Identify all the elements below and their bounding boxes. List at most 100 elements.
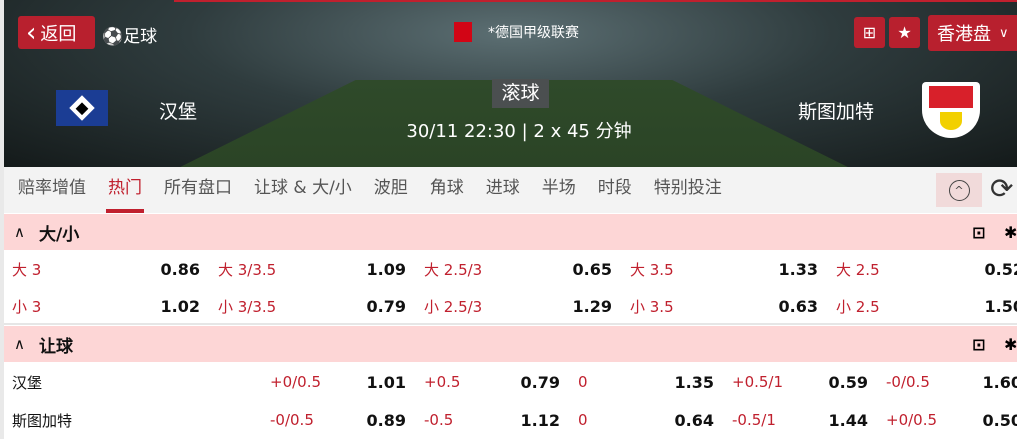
bundesliga-logo-icon [454, 22, 472, 42]
odds-cell[interactable]: 大 3 0.86 [4, 251, 208, 287]
match-time: 30/11 22:30 | 2 x 45 分钟 [406, 121, 632, 142]
top-accent-line [174, 0, 1017, 2]
cashout-icon[interactable]: ⊡ [972, 334, 986, 354]
collapse-all-button[interactable]: ^ [936, 173, 982, 207]
line-label: 大 3/3.5 [218, 260, 277, 279]
chevron-up-icon: ∧ [14, 335, 25, 353]
odds-cell[interactable]: 大 3.5 1.33 [622, 251, 826, 287]
soccer-ball-icon: ⚽ [102, 27, 124, 47]
odds-cell[interactable]: +0.5 0.79 [416, 364, 568, 400]
odds-value: 0.89 [366, 410, 406, 430]
pitch-view-button[interactable]: ⊞ [854, 17, 885, 48]
market-tabs: 赔率增值 热门 所有盘口 让球 & 大/小 波胆 角球 进球 半场 时段 特别投注 [4, 167, 1017, 213]
line-label: -0.5 [424, 411, 454, 429]
home-team-name: 汉堡 [159, 101, 198, 123]
cashout-icon[interactable]: ⊡ [972, 222, 986, 242]
line-label: 小 2.5/3 [424, 297, 483, 316]
odds-cell[interactable]: 大 2.5 0.52 [828, 251, 1017, 287]
odds-cell[interactable]: -0/0.5 0.89 [262, 402, 414, 438]
line-label: -0/0.5 [270, 411, 314, 429]
team-name: 斯图加特 [4, 402, 260, 438]
line-label: +0.5/1 [732, 373, 784, 391]
table-row: 斯图加特 -0/0.5 0.89 -0.5 1.12 0 0.64 -0.5/1 1.44 +0/… [4, 402, 1017, 438]
tab-7[interactable]: 半场 [541, 178, 576, 198]
odds-value: 0.64 [674, 410, 714, 430]
away-team-crest [922, 82, 980, 138]
odds-value: 0.65 [572, 259, 612, 279]
pin-icon[interactable]: ✱ [1004, 334, 1017, 354]
sport-link[interactable]: ⚽足球 [102, 22, 157, 47]
odds-cell[interactable]: 大 2.5/3 0.65 [416, 251, 620, 287]
odds-value: 0.86 [160, 259, 200, 279]
tab-9[interactable]: 特别投注 [653, 178, 722, 198]
chevron-left-icon: ‹ [26, 17, 37, 48]
section-title: 让球 [38, 336, 73, 357]
league-name: *德国甲级联赛 [488, 25, 579, 41]
favorite-button[interactable]: ★ [889, 17, 920, 48]
odds-cell[interactable]: 小 3/3.5 0.79 [210, 288, 414, 324]
back-label: 返回 [40, 23, 77, 45]
team-name: 汉堡 [4, 364, 260, 400]
away-team-name: 斯图加特 [798, 101, 875, 123]
divider [4, 323, 1017, 325]
odds-cell[interactable]: +0.5/1 0.59 [724, 364, 876, 400]
odds-format-value: 香港盘 [937, 24, 991, 45]
home-team-crest [56, 90, 108, 126]
line-label: -0/0.5 [886, 373, 930, 391]
odds-value: 1.35 [674, 372, 714, 392]
tab-2[interactable]: 所有盘口 [164, 178, 232, 198]
tab-6[interactable]: 进球 [485, 178, 520, 198]
odds-cell[interactable]: 小 2.5 1.50 [828, 288, 1017, 324]
line-label: 大 2.5/3 [424, 260, 483, 279]
odds-cell[interactable]: 大 3/3.5 1.09 [210, 251, 414, 287]
tab-1[interactable]: 热门 [106, 167, 144, 213]
kickoff: 30/11 22:30 [406, 121, 516, 142]
refresh-icon[interactable]: ⟳ [990, 172, 1014, 205]
chevron-up-icon: ∧ [14, 223, 25, 241]
odds-cell[interactable]: -0.5 1.12 [416, 402, 568, 438]
table-row: 汉堡 +0/0.5 1.01 +0.5 0.79 0 1.35 +0.5/1 0.59 -0/0.… [4, 364, 1017, 400]
odds-value: 1.50 [984, 296, 1017, 316]
line-label: 大 3.5 [630, 260, 674, 279]
line-label: 小 3.5 [630, 297, 674, 316]
line-label: +0/0.5 [886, 411, 938, 429]
odds-cell[interactable]: 小 3.5 0.63 [622, 288, 826, 324]
pitch-icon: ⊞ [862, 23, 877, 42]
back-button[interactable]: ‹ 返回 [18, 16, 95, 49]
line-label: 0 [578, 373, 588, 391]
odds-cell[interactable]: -0.5/1 1.44 [724, 402, 876, 438]
line-label: 小 3 [12, 297, 42, 316]
tab-0[interactable]: 赔率增值 [18, 178, 86, 198]
odds-value: 1.60 [982, 372, 1017, 392]
line-label: 大 2.5 [836, 260, 880, 279]
odds-value: 0.79 [520, 372, 560, 392]
section-header-handicap[interactable]: ∧ 让球 ⊡ ✱ [4, 326, 1017, 362]
tab-5[interactable]: 角球 [429, 178, 464, 198]
duration: 2 x 45 分钟 [533, 121, 632, 142]
line-label: +0.5 [424, 373, 461, 391]
odds-value: 1.12 [520, 410, 560, 430]
odds-value: 1.33 [778, 259, 818, 279]
odds-cell[interactable]: -0/0.5 1.60 [878, 364, 1017, 400]
live-badge: 滚球 [492, 79, 549, 108]
odds-cell[interactable]: 0 1.35 [570, 364, 722, 400]
odds-value: 1.01 [366, 372, 406, 392]
section-header-over-under[interactable]: ∧ 大/小 ⊡ ✱ [4, 214, 1017, 250]
odds-cell[interactable]: +0/0.5 1.01 [262, 364, 414, 400]
table-row: 大 3 0.86 大 3/3.5 1.09 大 2.5/3 0.65 大 3.5 1.33 大 … [4, 251, 1017, 287]
tab-8[interactable]: 时段 [597, 178, 632, 198]
pin-icon[interactable]: ✱ [1004, 222, 1017, 242]
line-label: 大 3 [12, 260, 42, 279]
odds-value: 0.79 [366, 296, 406, 316]
odds-cell[interactable]: 小 2.5/3 1.29 [416, 288, 620, 324]
odds-cell[interactable]: 0 0.64 [570, 402, 722, 438]
table-row: 小 3 1.02 小 3/3.5 0.79 小 2.5/3 1.29 小 3.5 0.63 小 … [4, 288, 1017, 324]
odds-value: 0.63 [778, 296, 818, 316]
tab-3[interactable]: 让球 & 大/小 [254, 178, 352, 198]
odds-cell[interactable]: +0/0.5 0.50 [878, 402, 1017, 438]
odds-cell[interactable]: 小 3 1.02 [4, 288, 208, 324]
tab-4[interactable]: 波胆 [373, 178, 408, 198]
odds-format-select[interactable]: 香港盘 ∨ [928, 15, 1017, 51]
line-label: +0/0.5 [270, 373, 322, 391]
odds-value: 1.02 [160, 296, 200, 316]
